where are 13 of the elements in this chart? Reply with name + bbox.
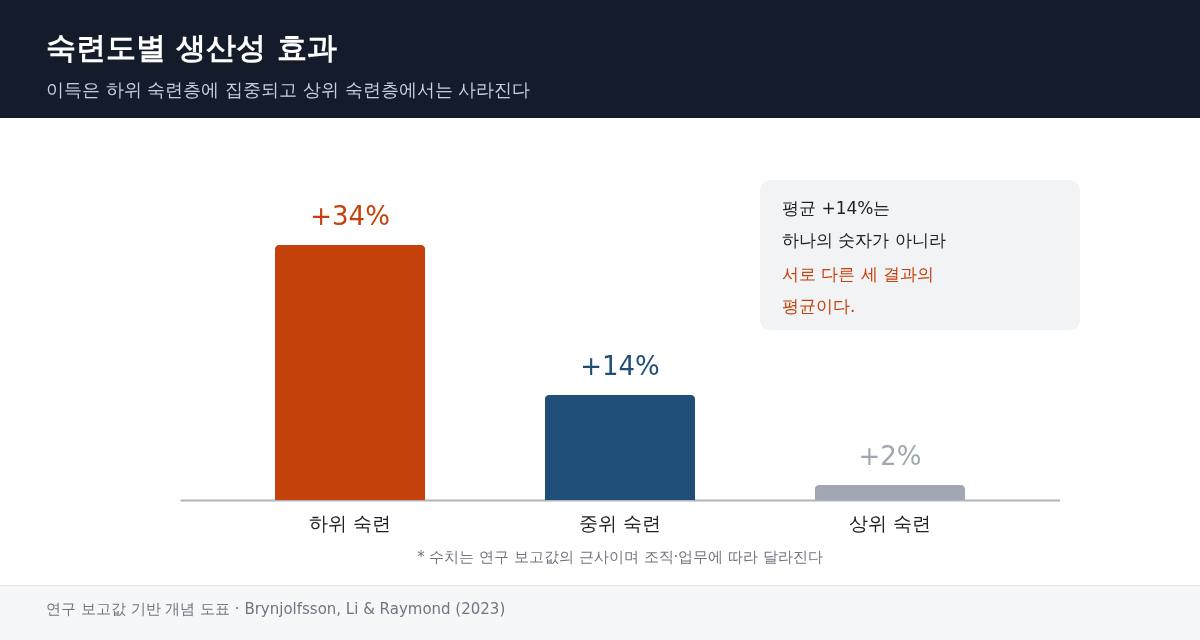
x-tick-label: 상위 숙련 xyxy=(848,511,931,534)
data-label: +14% xyxy=(580,351,660,381)
x-tick-label: 중위 숙련 xyxy=(578,511,662,534)
data-label: +2% xyxy=(858,441,922,471)
annotation: 서로 다른 세 결과의 평균이다. xyxy=(782,263,935,318)
annotation: 평균 +14%는 하나의 숫자가 아니라 xyxy=(782,197,946,252)
chart-title: 숙련도별 생산성 효과 xyxy=(46,29,337,67)
chart-subtitle: 이득은 하위 숙련층에 집중되고 상위 숙련층에서는 사라진다 xyxy=(46,78,531,102)
note-panel: 평균 +14%는 하나의 숫자가 아니라 서로 다른 세 결과의 평균이다. xyxy=(760,180,1080,330)
data-label: +34% xyxy=(310,201,390,231)
x-tick-label: 하위 숙련 xyxy=(309,511,392,534)
text: 연구 보고값 기반 개념 도표 · Brynjolfsson, Li & Raymond (2023) xyxy=(46,600,506,619)
text: * 수치는 연구 보고값의 근사이며 조직·업무에 따라 달라진다 xyxy=(416,548,824,567)
